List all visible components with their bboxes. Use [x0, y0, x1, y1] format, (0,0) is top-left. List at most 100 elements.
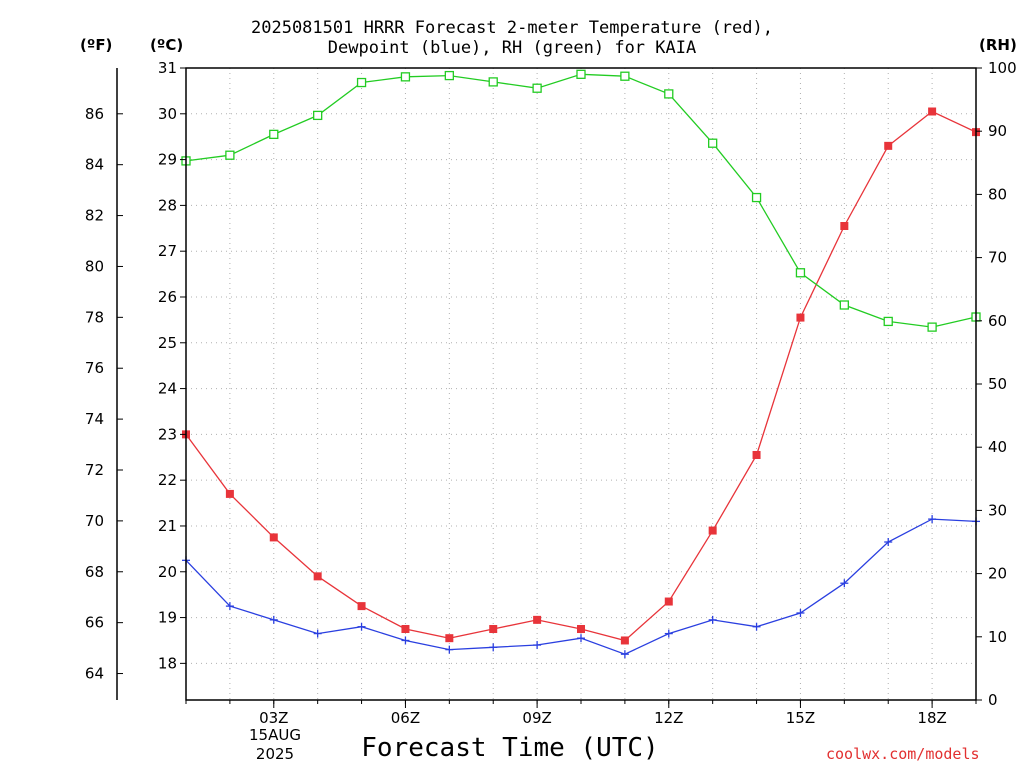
- fahrenheit-tick-label: 66: [85, 614, 104, 632]
- rh-point: [532, 83, 542, 93]
- dewpoint-point: [620, 650, 629, 659]
- rh-point: [708, 138, 718, 148]
- rh-point: [664, 89, 674, 99]
- rh-point: [313, 110, 323, 121]
- credit-text: coolwx.com/models: [826, 745, 980, 763]
- rh-point: [400, 72, 411, 82]
- x-tick-label: 03Z: [259, 709, 288, 727]
- rh-point: [444, 70, 454, 81]
- dewpoint-point: [708, 615, 717, 624]
- celsius-tick-label: 20: [158, 563, 177, 581]
- rh-point: [356, 77, 367, 88]
- temperature-point: [225, 489, 234, 498]
- rh-tick-label: 80: [988, 185, 1007, 203]
- dewpoint-point: [796, 608, 805, 617]
- dewpoint-point: [664, 629, 673, 638]
- dewpoint-point: [269, 615, 278, 624]
- temperature-point: [577, 625, 585, 634]
- temperature-point: [401, 625, 410, 634]
- temperature-point: [708, 526, 717, 535]
- celsius-tick-label: 26: [158, 288, 177, 306]
- date-label-year: 2025: [255, 745, 295, 763]
- series-layer: [181, 69, 981, 659]
- temperature-point: [357, 602, 366, 611]
- fahrenheit-tick-label: 72: [85, 461, 104, 479]
- series-dewpoint: [182, 515, 980, 659]
- fahrenheit-tick-label: 80: [85, 257, 104, 275]
- fahrenheit-tick-label: 78: [85, 308, 104, 326]
- fahrenheit-tick-label: 68: [85, 563, 104, 581]
- rh-point: [225, 150, 235, 160]
- celsius-unit-label: (ºC): [150, 36, 184, 54]
- rh-point: [795, 268, 806, 278]
- temperature-point: [269, 533, 278, 542]
- dewpoint-point: [752, 622, 761, 631]
- rh-point: [488, 77, 498, 87]
- celsius-tick-label: 18: [158, 654, 177, 672]
- celsius-tick-label: 29: [158, 151, 177, 169]
- celsius-tick-label: 24: [158, 380, 177, 398]
- series-temperature: [182, 107, 980, 645]
- fahrenheit-unit-label: (ºF): [80, 36, 113, 54]
- rh-point: [927, 322, 937, 332]
- dewpoint-point: [357, 622, 366, 631]
- dewpoint-point: [840, 579, 849, 588]
- celsius-tick-label: 21: [158, 517, 177, 535]
- rh-point: [269, 129, 279, 140]
- celsius-tick-label: 31: [158, 59, 177, 77]
- rh-point: [883, 316, 893, 327]
- dewpoint-point: [928, 515, 937, 524]
- chart-title-line-1: 2025081501 HRRR Forecast 2-meter Tempera…: [251, 18, 773, 38]
- dewpoint-point: [577, 634, 585, 643]
- dewpoint-point: [445, 645, 454, 654]
- rh-tick-label: 30: [988, 501, 1007, 519]
- x-axis-label: Forecast Time (UTC): [361, 733, 659, 763]
- date-label-day: 15AUG: [249, 726, 301, 744]
- dewpoint-point: [313, 629, 322, 638]
- rh-point: [751, 192, 762, 203]
- chart-title-line-2: Dewpoint (blue), RH (green) for KAIA: [327, 38, 697, 58]
- dewpoint-point: [884, 538, 893, 546]
- x-tick-label: 09Z: [522, 709, 551, 727]
- dewpoint-point: [225, 602, 234, 611]
- rh-tick-label: 50: [988, 375, 1007, 393]
- dewpoint-point: [489, 643, 498, 652]
- rh-tick-label: 100: [988, 59, 1017, 77]
- rh-tick-label: 0: [988, 691, 998, 709]
- temperature-point: [796, 313, 805, 322]
- rh-tick-label: 10: [988, 628, 1007, 646]
- x-tick-label: 06Z: [391, 709, 420, 727]
- rh-tick-label: 40: [988, 438, 1007, 456]
- temperature-point: [884, 141, 893, 150]
- rh-tick-label: 90: [988, 122, 1007, 140]
- x-tick-label: 12Z: [654, 709, 683, 727]
- temperature-point: [928, 107, 937, 116]
- celsius-tick-label: 27: [158, 242, 177, 260]
- fahrenheit-tick-label: 84: [85, 156, 104, 174]
- dewpoint-point: [533, 641, 542, 650]
- temperature-point: [489, 625, 498, 634]
- dewpoint-point: [401, 636, 410, 645]
- x-tick-label: 15Z: [786, 709, 815, 727]
- rh-unit-label: (RH): [979, 36, 1017, 54]
- temperature-point: [664, 597, 673, 606]
- fahrenheit-tick-label: 76: [85, 359, 104, 377]
- celsius-tick-label: 23: [158, 425, 177, 443]
- x-tick-label: 18Z: [917, 709, 946, 727]
- grid-lines: [186, 68, 976, 700]
- celsius-tick-label: 30: [158, 105, 177, 123]
- axis-labels: 18 19 20 21 22 23 24 25 26 27 28 29 30 31 64 66 68 70 72 74…: [85, 59, 1017, 727]
- rh-point: [839, 300, 849, 310]
- celsius-tick-label: 19: [158, 609, 177, 627]
- rh-point: [620, 71, 630, 81]
- celsius-tick-label: 22: [158, 471, 177, 489]
- temperature-point: [533, 615, 542, 624]
- fahrenheit-tick-label: 70: [85, 512, 104, 530]
- rh-tick-label: 70: [988, 249, 1007, 267]
- rh-point: [576, 69, 586, 79]
- series-line-temperature: [185, 110, 977, 642]
- celsius-tick-label: 28: [158, 196, 177, 214]
- rh-tick-label: 60: [988, 312, 1007, 330]
- temperature-point: [445, 634, 454, 643]
